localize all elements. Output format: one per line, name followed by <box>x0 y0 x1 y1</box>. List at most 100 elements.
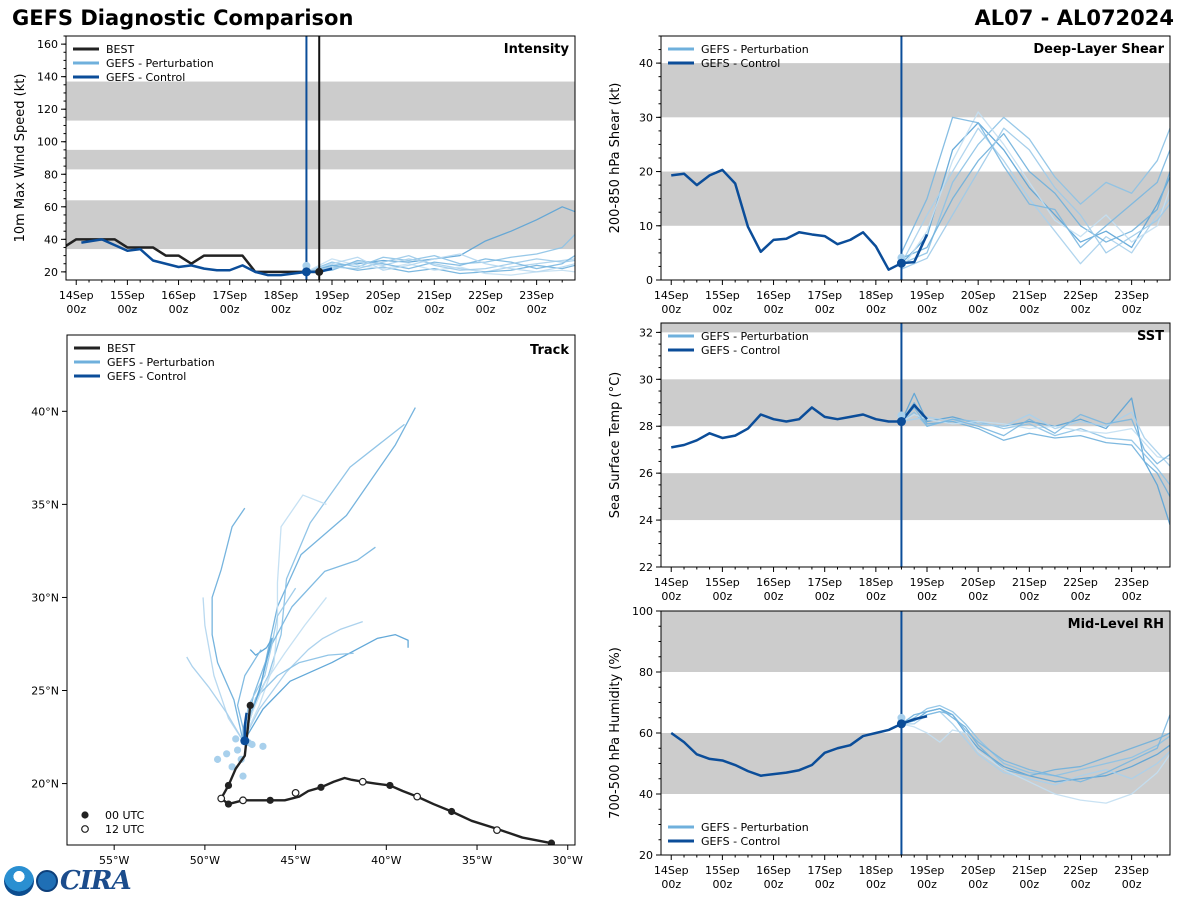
x-tick-sublabel: 00z <box>1019 878 1039 891</box>
perturbation-line <box>306 264 575 275</box>
perturbation-track <box>242 597 327 741</box>
y-tick-label: 100 <box>37 136 58 149</box>
perturbation-track <box>236 649 262 741</box>
threshold-band <box>661 63 1170 118</box>
y-axis-label: 200-850 hPa Shear (kt) <box>608 83 623 234</box>
perturbation-line <box>900 406 1170 465</box>
threshold-band <box>66 81 575 121</box>
y-tick-label: 20 <box>639 849 653 862</box>
perturbation-position-marker <box>223 750 231 758</box>
y-tick-label: 20 <box>639 166 653 179</box>
best-00utc-marker <box>547 839 556 845</box>
y-tick-label: 28 <box>639 420 653 433</box>
perturbation-position-marker <box>213 755 222 763</box>
logo: CIRA <box>4 866 132 896</box>
x-tick-sublabel: 00z <box>764 303 784 316</box>
x-tick-sublabel: 00z <box>1071 303 1091 316</box>
perturbation-track <box>242 423 405 743</box>
y-tick-label: 32 <box>639 326 653 339</box>
x-tick-sublabel: 00z <box>917 878 937 891</box>
x-tick-label: 22Sep <box>1063 864 1098 877</box>
x-tick-label: 18Sep <box>263 289 298 302</box>
x-tick-label: 19Sep <box>910 576 945 589</box>
x-tick-sublabel: 00z <box>866 590 886 603</box>
plot-area <box>186 407 556 845</box>
x-tick-label: 20Sep <box>961 864 996 877</box>
x-tick-sublabel: 00z <box>271 303 291 316</box>
threshold-band <box>661 473 1170 521</box>
perturbation-line <box>901 723 1170 804</box>
x-tick-sublabel: 00z <box>1071 590 1091 603</box>
x-tick-sublabel: 00z <box>1122 590 1142 603</box>
cira-logo-icon: CIRA <box>60 866 132 896</box>
panel-title: Mid-Level RH <box>1068 617 1164 632</box>
y-tick-label: 60 <box>639 727 653 740</box>
threshold-band <box>66 200 575 250</box>
x-tick-label: 19Sep <box>910 864 945 877</box>
x-tick-sublabel: 00z <box>1019 590 1039 603</box>
x-tick-label: 18Sep <box>858 864 893 877</box>
x-tick-label: 16Sep <box>756 289 791 302</box>
legend-label: BEST <box>107 342 135 355</box>
x-tick-label: 55°W <box>99 854 129 867</box>
panel-sst: 22242628303214Sep00z15Sep00z16Sep00z17Se… <box>608 322 1171 603</box>
perturbation-track <box>202 597 244 742</box>
threshold-band <box>661 171 1170 226</box>
control-track <box>243 712 248 741</box>
x-tick-label: 15Sep <box>705 576 740 589</box>
perturbation-track <box>242 634 409 743</box>
y-tick-label: 120 <box>37 103 58 116</box>
y-tick-label: 0 <box>646 274 653 287</box>
y-tick-label: 40 <box>44 233 58 246</box>
x-tick-label: 17Sep <box>212 289 247 302</box>
x-tick-label: 20Sep <box>961 289 996 302</box>
y-tick-label: 140 <box>37 71 58 84</box>
x-tick-label: 16Sep <box>756 576 791 589</box>
x-tick-label: 21Sep <box>1012 576 1047 589</box>
perturbation-track <box>242 652 354 741</box>
page-title: GEFS Diagnostic Comparison <box>12 6 354 30</box>
legend-label: GEFS - Perturbation <box>701 330 809 343</box>
x-tick-label: 35°W <box>462 854 492 867</box>
y-tick-label: 80 <box>44 168 58 181</box>
perturbation-position-marker <box>239 772 247 780</box>
axes-frame <box>66 334 576 846</box>
x-tick-label: 18Sep <box>858 576 893 589</box>
y-axis-label: 10m Max Wind Speed (kt) <box>13 74 28 243</box>
x-tick-sublabel: 00z <box>866 303 886 316</box>
x-tick-label: 50°W <box>190 854 220 867</box>
x-tick-sublabel: 00z <box>527 303 547 316</box>
y-tick-label: 30°N <box>31 591 59 604</box>
perturbation-line <box>900 402 1170 497</box>
best-12utc-marker <box>358 777 367 786</box>
threshold-band <box>661 733 1170 794</box>
control-init-marker <box>301 267 311 277</box>
x-tick-sublabel: 00z <box>815 878 835 891</box>
legend-label: GEFS - Perturbation <box>701 43 809 56</box>
control-line <box>670 715 928 777</box>
best-00utc-marker <box>224 800 233 808</box>
threshold-band <box>661 323 1170 333</box>
perturbation-line <box>306 258 575 273</box>
axes-frame <box>660 322 1171 568</box>
x-tick-sublabel: 00z <box>220 303 240 316</box>
perturbation-line <box>901 127 1170 270</box>
panel-title: Track <box>530 343 569 358</box>
control-line <box>81 238 333 277</box>
perturbation-track <box>242 587 297 741</box>
perturbation-position-marker <box>233 746 242 754</box>
storm-id-label: AL07 - AL072024 <box>974 6 1175 30</box>
perturbation-line <box>306 255 575 273</box>
x-tick-label: 21Sep <box>1012 864 1047 877</box>
legend-label: GEFS - Perturbation <box>107 356 215 369</box>
perturbation-position-marker <box>232 735 240 743</box>
perturbation-line <box>901 116 1170 265</box>
best-12utc-marker <box>239 796 247 805</box>
x-tick-sublabel: 00z <box>661 590 681 603</box>
y-tick-label: 35°N <box>31 498 59 511</box>
x-tick-sublabel: 00z <box>424 303 444 316</box>
y-tick-label: 40°N <box>31 405 59 418</box>
perturbation-line <box>900 116 1170 254</box>
legend-label: GEFS - Control <box>701 57 780 70</box>
y-tick-label: 30 <box>639 111 653 124</box>
